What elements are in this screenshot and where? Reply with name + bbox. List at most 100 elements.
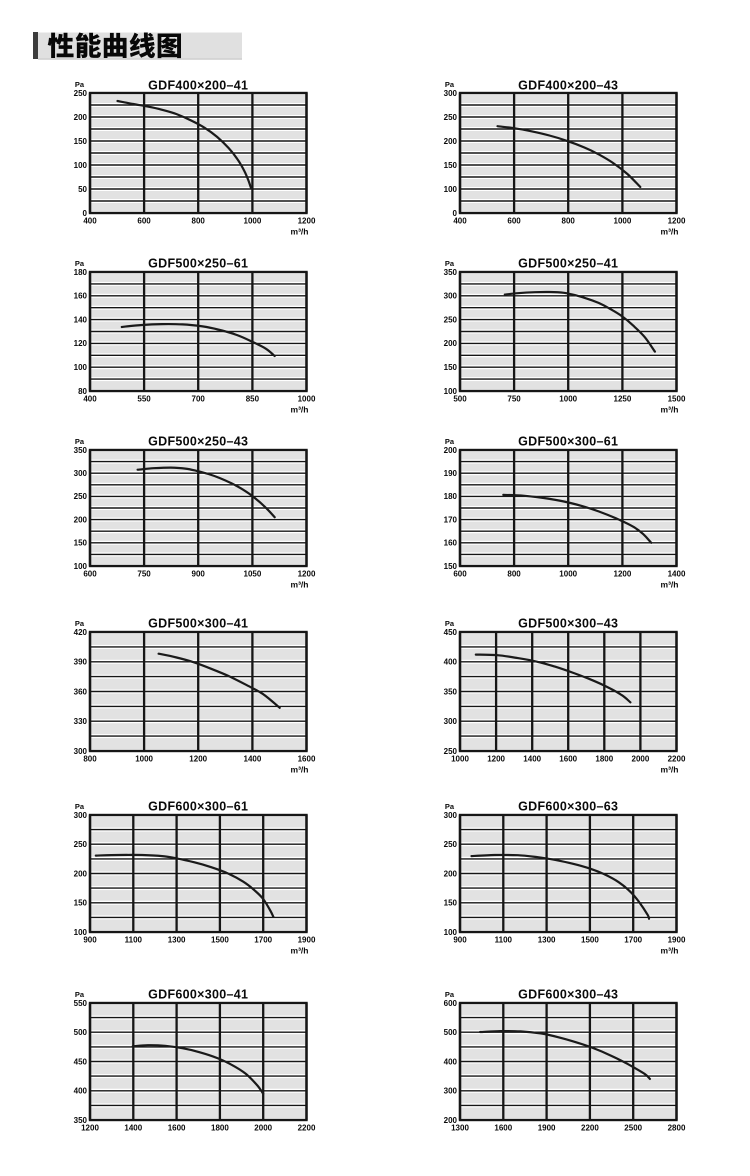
svg-text:200: 200 xyxy=(74,515,88,524)
svg-text:800: 800 xyxy=(192,217,206,226)
svg-text:1300: 1300 xyxy=(168,936,186,945)
svg-text:1900: 1900 xyxy=(538,1124,556,1133)
svg-text:550: 550 xyxy=(74,999,88,1008)
svg-text:800: 800 xyxy=(562,217,576,226)
svg-text:2000: 2000 xyxy=(254,1124,272,1133)
svg-text:1400: 1400 xyxy=(124,1124,142,1133)
svg-text:m³/h: m³/h xyxy=(661,227,679,237)
svg-text:160: 160 xyxy=(74,292,88,301)
svg-text:1500: 1500 xyxy=(581,936,599,945)
svg-text:Pa: Pa xyxy=(75,437,85,446)
svg-text:750: 750 xyxy=(507,395,521,404)
svg-text:400: 400 xyxy=(74,1087,88,1096)
svg-text:200: 200 xyxy=(74,113,88,122)
svg-text:400: 400 xyxy=(83,395,97,404)
svg-text:1200: 1200 xyxy=(189,755,207,764)
svg-text:600: 600 xyxy=(83,570,97,579)
svg-text:200: 200 xyxy=(444,339,458,348)
svg-text:150: 150 xyxy=(444,363,458,372)
svg-text:GDF500×250–41: GDF500×250–41 xyxy=(518,257,618,271)
svg-text:1100: 1100 xyxy=(495,936,513,945)
svg-text:m³/h: m³/h xyxy=(661,580,679,590)
svg-text:120: 120 xyxy=(74,339,88,348)
svg-text:1400: 1400 xyxy=(244,755,262,764)
svg-text:250: 250 xyxy=(444,747,458,756)
svg-text:150: 150 xyxy=(444,899,458,908)
svg-text:m³/h: m³/h xyxy=(661,405,679,415)
svg-text:GDF400×200–43: GDF400×200–43 xyxy=(518,79,618,93)
svg-text:160: 160 xyxy=(444,539,458,548)
svg-text:Pa: Pa xyxy=(75,990,85,999)
svg-text:1600: 1600 xyxy=(559,755,577,764)
svg-text:300: 300 xyxy=(74,469,88,478)
svg-text:900: 900 xyxy=(453,936,467,945)
svg-text:1800: 1800 xyxy=(211,1124,229,1133)
svg-text:150: 150 xyxy=(74,137,88,146)
svg-text:1600: 1600 xyxy=(168,1124,186,1133)
svg-text:Pa: Pa xyxy=(75,259,85,268)
svg-text:250: 250 xyxy=(444,840,458,849)
svg-text:100: 100 xyxy=(74,928,88,937)
svg-text:170: 170 xyxy=(444,515,458,524)
svg-text:Pa: Pa xyxy=(445,80,455,89)
svg-text:1200: 1200 xyxy=(668,217,686,226)
svg-text:400: 400 xyxy=(444,658,458,667)
svg-text:1200: 1200 xyxy=(298,217,316,226)
svg-text:600: 600 xyxy=(453,570,467,579)
svg-text:900: 900 xyxy=(83,936,97,945)
svg-text:GDF500×300–61: GDF500×300–61 xyxy=(518,435,618,449)
svg-text:1400: 1400 xyxy=(668,570,686,579)
svg-text:1600: 1600 xyxy=(494,1124,512,1133)
svg-text:Pa: Pa xyxy=(445,259,455,268)
svg-text:200: 200 xyxy=(444,869,458,878)
svg-text:1000: 1000 xyxy=(559,395,577,404)
svg-text:GDF500×250–61: GDF500×250–61 xyxy=(148,257,248,271)
svg-text:300: 300 xyxy=(444,89,458,98)
svg-text:1800: 1800 xyxy=(595,755,613,764)
svg-text:1250: 1250 xyxy=(614,395,632,404)
svg-text:550: 550 xyxy=(137,395,151,404)
svg-text:2000: 2000 xyxy=(632,755,650,764)
svg-text:350: 350 xyxy=(444,687,458,696)
svg-text:450: 450 xyxy=(74,1057,88,1066)
svg-text:100: 100 xyxy=(74,363,88,372)
svg-text:Pa: Pa xyxy=(445,802,455,811)
svg-text:900: 900 xyxy=(192,570,206,579)
svg-text:150: 150 xyxy=(74,899,88,908)
svg-text:390: 390 xyxy=(74,658,88,667)
svg-text:600: 600 xyxy=(137,217,151,226)
svg-text:1200: 1200 xyxy=(487,755,505,764)
svg-text:400: 400 xyxy=(83,217,97,226)
svg-text:Pa: Pa xyxy=(445,437,455,446)
svg-text:400: 400 xyxy=(444,1057,458,1066)
svg-text:500: 500 xyxy=(444,1028,458,1037)
svg-text:1000: 1000 xyxy=(298,395,316,404)
svg-text:600: 600 xyxy=(444,999,458,1008)
svg-text:1000: 1000 xyxy=(135,755,153,764)
svg-text:80: 80 xyxy=(78,387,87,396)
svg-text:300: 300 xyxy=(444,811,458,820)
svg-text:100: 100 xyxy=(444,185,458,194)
svg-text:450: 450 xyxy=(444,628,458,637)
svg-text:GDF500×250–43: GDF500×250–43 xyxy=(148,435,248,449)
svg-text:350: 350 xyxy=(74,1116,88,1125)
svg-text:0: 0 xyxy=(453,209,458,218)
svg-text:1700: 1700 xyxy=(624,936,642,945)
svg-text:2500: 2500 xyxy=(624,1124,642,1133)
svg-text:1500: 1500 xyxy=(668,395,686,404)
svg-text:150: 150 xyxy=(74,539,88,548)
svg-text:Pa: Pa xyxy=(75,80,85,89)
svg-text:1400: 1400 xyxy=(523,755,541,764)
svg-text:50: 50 xyxy=(78,185,87,194)
svg-text:1200: 1200 xyxy=(614,570,632,579)
svg-text:GDF500×300–41: GDF500×300–41 xyxy=(148,617,248,631)
svg-text:1200: 1200 xyxy=(298,570,316,579)
svg-text:250: 250 xyxy=(444,315,458,324)
svg-text:Pa: Pa xyxy=(445,990,455,999)
svg-text:400: 400 xyxy=(453,217,467,226)
svg-text:m³/h: m³/h xyxy=(661,946,679,956)
svg-text:1100: 1100 xyxy=(125,936,143,945)
svg-text:Pa: Pa xyxy=(445,619,455,628)
svg-text:200: 200 xyxy=(444,446,458,455)
svg-text:Pa: Pa xyxy=(75,619,85,628)
